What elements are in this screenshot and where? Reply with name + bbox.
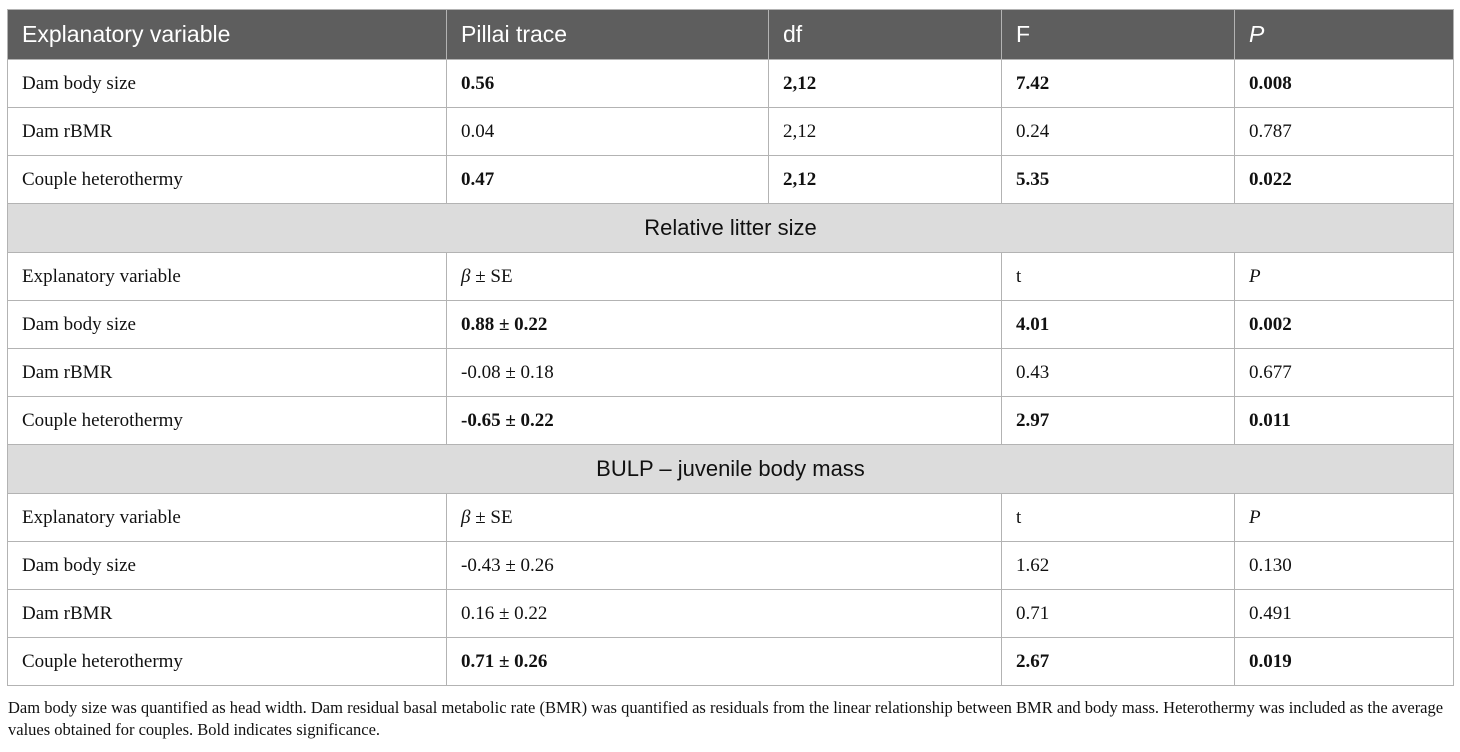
row-pillai: 0.56 <box>446 59 769 108</box>
row-p: 0.002 <box>1234 300 1454 349</box>
table-row: Dam body size 0.88 ± 0.22 4.01 0.002 <box>7 300 1454 349</box>
row-p: 0.787 <box>1234 107 1454 156</box>
header-f: F <box>1001 9 1235 60</box>
row-variable: Dam rBMR <box>7 348 447 397</box>
row-beta: 0.16 ± 0.22 <box>446 589 1002 638</box>
subheader-t: t <box>1001 493 1235 542</box>
table-row: Dam rBMR 0.16 ± 0.22 0.71 0.491 <box>7 589 1454 638</box>
table-row: Couple heterothermy 0.71 ± 0.26 2.67 0.0… <box>7 637 1454 686</box>
table-row: Dam rBMR 0.04 2,12 0.24 0.787 <box>7 107 1454 156</box>
beta-symbol: β <box>461 506 471 528</box>
row-f: 7.42 <box>1001 59 1235 108</box>
row-pillai: 0.04 <box>446 107 769 156</box>
table-row: Dam rBMR -0.08 ± 0.18 0.43 0.677 <box>7 348 1454 397</box>
row-t: 2.67 <box>1001 637 1235 686</box>
subheader-explanatory-variable: Explanatory variable <box>7 252 447 301</box>
row-f: 5.35 <box>1001 155 1235 204</box>
results-table: Explanatory variable Pillai trace df F P… <box>7 9 1454 686</box>
header-pillai-trace: Pillai trace <box>446 9 769 60</box>
subheader-beta-se: β ± SE <box>446 493 1002 542</box>
subheader-beta-se: β ± SE <box>446 252 1002 301</box>
table-header-row: Explanatory variable Pillai trace df F P <box>7 9 1454 60</box>
row-pillai: 0.47 <box>446 155 769 204</box>
table-row: Dam body size -0.43 ± 0.26 1.62 0.130 <box>7 541 1454 590</box>
subheader-row: Explanatory variable β ± SE t P <box>7 493 1454 542</box>
row-beta: -0.65 ± 0.22 <box>446 396 1002 445</box>
row-variable: Couple heterothermy <box>7 396 447 445</box>
table-row: Couple heterothermy 0.47 2,12 5.35 0.022 <box>7 155 1454 204</box>
row-beta: -0.43 ± 0.26 <box>446 541 1002 590</box>
row-t: 2.97 <box>1001 396 1235 445</box>
row-t: 0.43 <box>1001 348 1235 397</box>
header-explanatory-variable: Explanatory variable <box>7 9 447 60</box>
row-p: 0.011 <box>1234 396 1454 445</box>
row-variable: Dam rBMR <box>7 107 447 156</box>
row-t: 1.62 <box>1001 541 1235 590</box>
row-p: 0.677 <box>1234 348 1454 397</box>
row-t: 0.71 <box>1001 589 1235 638</box>
row-variable: Dam body size <box>7 541 447 590</box>
row-p: 0.019 <box>1234 637 1454 686</box>
row-df: 2,12 <box>768 155 1002 204</box>
row-p: 0.130 <box>1234 541 1454 590</box>
row-df: 2,12 <box>768 107 1002 156</box>
beta-symbol: β <box>461 265 471 287</box>
row-variable: Dam rBMR <box>7 589 447 638</box>
row-df: 2,12 <box>768 59 1002 108</box>
header-df: df <box>768 9 1002 60</box>
row-beta: 0.71 ± 0.26 <box>446 637 1002 686</box>
row-f: 0.24 <box>1001 107 1235 156</box>
table-row: Dam body size 0.56 2,12 7.42 0.008 <box>7 59 1454 108</box>
row-variable: Couple heterothermy <box>7 637 447 686</box>
section-title: BULP – juvenile body mass <box>7 444 1454 494</box>
section-header-row: Relative litter size <box>7 203 1454 253</box>
row-p: 0.491 <box>1234 589 1454 638</box>
row-beta: -0.08 ± 0.18 <box>446 348 1002 397</box>
subheader-p: P <box>1234 493 1454 542</box>
table-row: Couple heterothermy -0.65 ± 0.22 2.97 0.… <box>7 396 1454 445</box>
header-p: P <box>1234 9 1454 60</box>
table-footnote: Dam body size was quantified as head wid… <box>8 698 1444 739</box>
row-p: 0.022 <box>1234 155 1454 204</box>
subheader-row: Explanatory variable β ± SE t P <box>7 252 1454 301</box>
row-t: 4.01 <box>1001 300 1235 349</box>
row-variable: Dam body size <box>7 300 447 349</box>
section-title: Relative litter size <box>7 203 1454 253</box>
section-header-row: BULP – juvenile body mass <box>7 444 1454 494</box>
row-beta: 0.88 ± 0.22 <box>446 300 1002 349</box>
row-p: 0.008 <box>1234 59 1454 108</box>
subheader-explanatory-variable: Explanatory variable <box>7 493 447 542</box>
row-variable: Dam body size <box>7 59 447 108</box>
row-variable: Couple heterothermy <box>7 155 447 204</box>
subheader-t: t <box>1001 252 1235 301</box>
subheader-p: P <box>1234 252 1454 301</box>
